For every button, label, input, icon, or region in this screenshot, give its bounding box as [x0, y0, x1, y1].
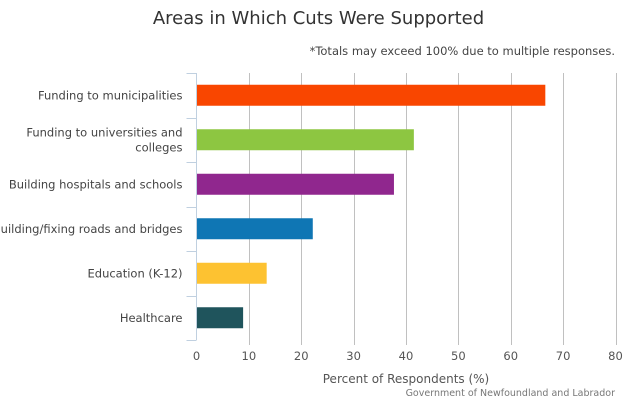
x-tick-label: 20 — [294, 349, 309, 363]
category-label: Funding to universities and colleges — [26, 125, 182, 154]
x-tick-label: 0 — [193, 349, 200, 363]
chart-subtitle: *Totals may exceed 100% due to multiple … — [309, 44, 615, 58]
category-label-line: Building/fixing roads and bridges — [0, 222, 183, 236]
category-label-line: Education (K-12) — [88, 266, 183, 280]
category-label-line: Building hospitals and schools — [9, 177, 183, 191]
category-label-line: Funding to municipalities — [38, 88, 183, 102]
x-axis-title: Percent of Respondents (%) — [323, 372, 490, 386]
x-tick-label: 80 — [608, 349, 623, 363]
bar[interactable] — [197, 218, 313, 240]
category-label-line: Funding to universities and — [26, 125, 182, 139]
x-tick-label: 30 — [346, 349, 361, 363]
x-tick-label: 10 — [242, 349, 257, 363]
category-label: Building hospitals and schools — [9, 177, 183, 191]
category-label: Funding to municipalities — [38, 88, 183, 102]
chart-credits: Government of Newfoundland and Labrador — [405, 388, 615, 399]
chart-title: Areas in Which Cuts Were Supported — [152, 8, 485, 29]
category-label: Education (K-12) — [88, 266, 183, 280]
category-label-line: colleges — [135, 140, 182, 154]
bar[interactable] — [197, 84, 546, 106]
bar[interactable] — [197, 129, 414, 151]
x-tick-label: 50 — [451, 349, 466, 363]
x-tick-label: 40 — [399, 349, 414, 363]
bar[interactable] — [197, 307, 244, 329]
bar[interactable] — [197, 173, 394, 195]
x-tick-label: 60 — [503, 349, 518, 363]
category-label: Healthcare — [120, 311, 183, 325]
category-label-line: Healthcare — [120, 311, 183, 325]
category-label: Building/fixing roads and bridges — [0, 222, 183, 236]
x-tick-label: 70 — [556, 349, 571, 363]
bar[interactable] — [197, 262, 267, 284]
